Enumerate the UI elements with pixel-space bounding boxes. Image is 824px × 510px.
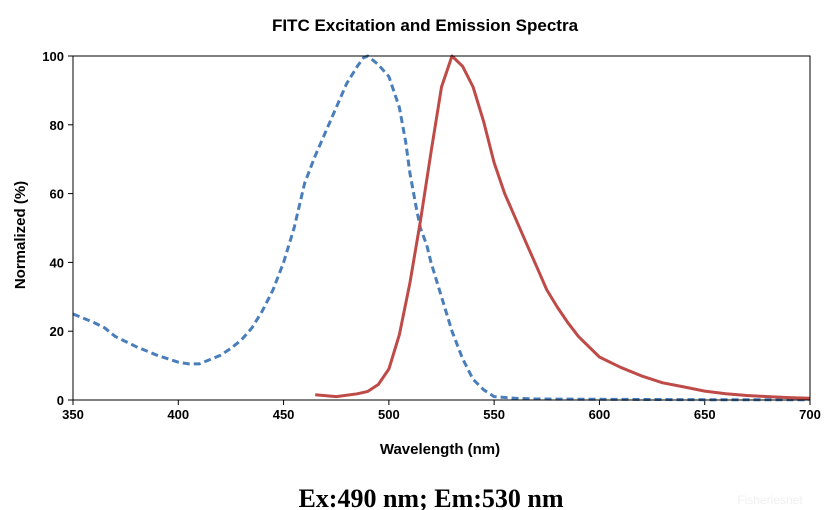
chart-title: FITC Excitation and Emission Spectra — [272, 16, 579, 35]
excitation-series-line — [72, 54, 810, 402]
plot-area-border — [72, 55, 811, 401]
series-layer — [72, 54, 811, 402]
y-tick-label: 20 — [50, 324, 64, 339]
x-tick-label: 400 — [167, 407, 189, 422]
x-tick-label: 600 — [589, 407, 611, 422]
y-tick-label: 100 — [42, 49, 64, 64]
x-tick-label: 450 — [273, 407, 295, 422]
y-tick-label: 80 — [50, 118, 64, 133]
x-axis-label: Wavelength (nm) — [380, 441, 500, 458]
y-axis-label: Normalized (%) — [12, 181, 29, 289]
caption: Ex:490 nm; Em:530 nm — [298, 484, 563, 510]
emission-series-line — [315, 54, 811, 400]
y-tick-label: 40 — [50, 255, 64, 270]
watermark: Fisheriesnet — [737, 493, 803, 507]
x-tick-label: 700 — [799, 407, 821, 422]
x-tick-label: 550 — [483, 407, 505, 422]
axis-ticks: 350 400 450 500 550 600 650 700 0 20 40 60 80 100 — [42, 49, 821, 422]
x-tick-label: 650 — [694, 407, 716, 422]
x-tick-label: 500 — [378, 407, 400, 422]
y-tick-label: 60 — [50, 187, 64, 202]
y-tick-label: 0 — [57, 393, 64, 408]
x-tick-label: 350 — [62, 407, 84, 422]
